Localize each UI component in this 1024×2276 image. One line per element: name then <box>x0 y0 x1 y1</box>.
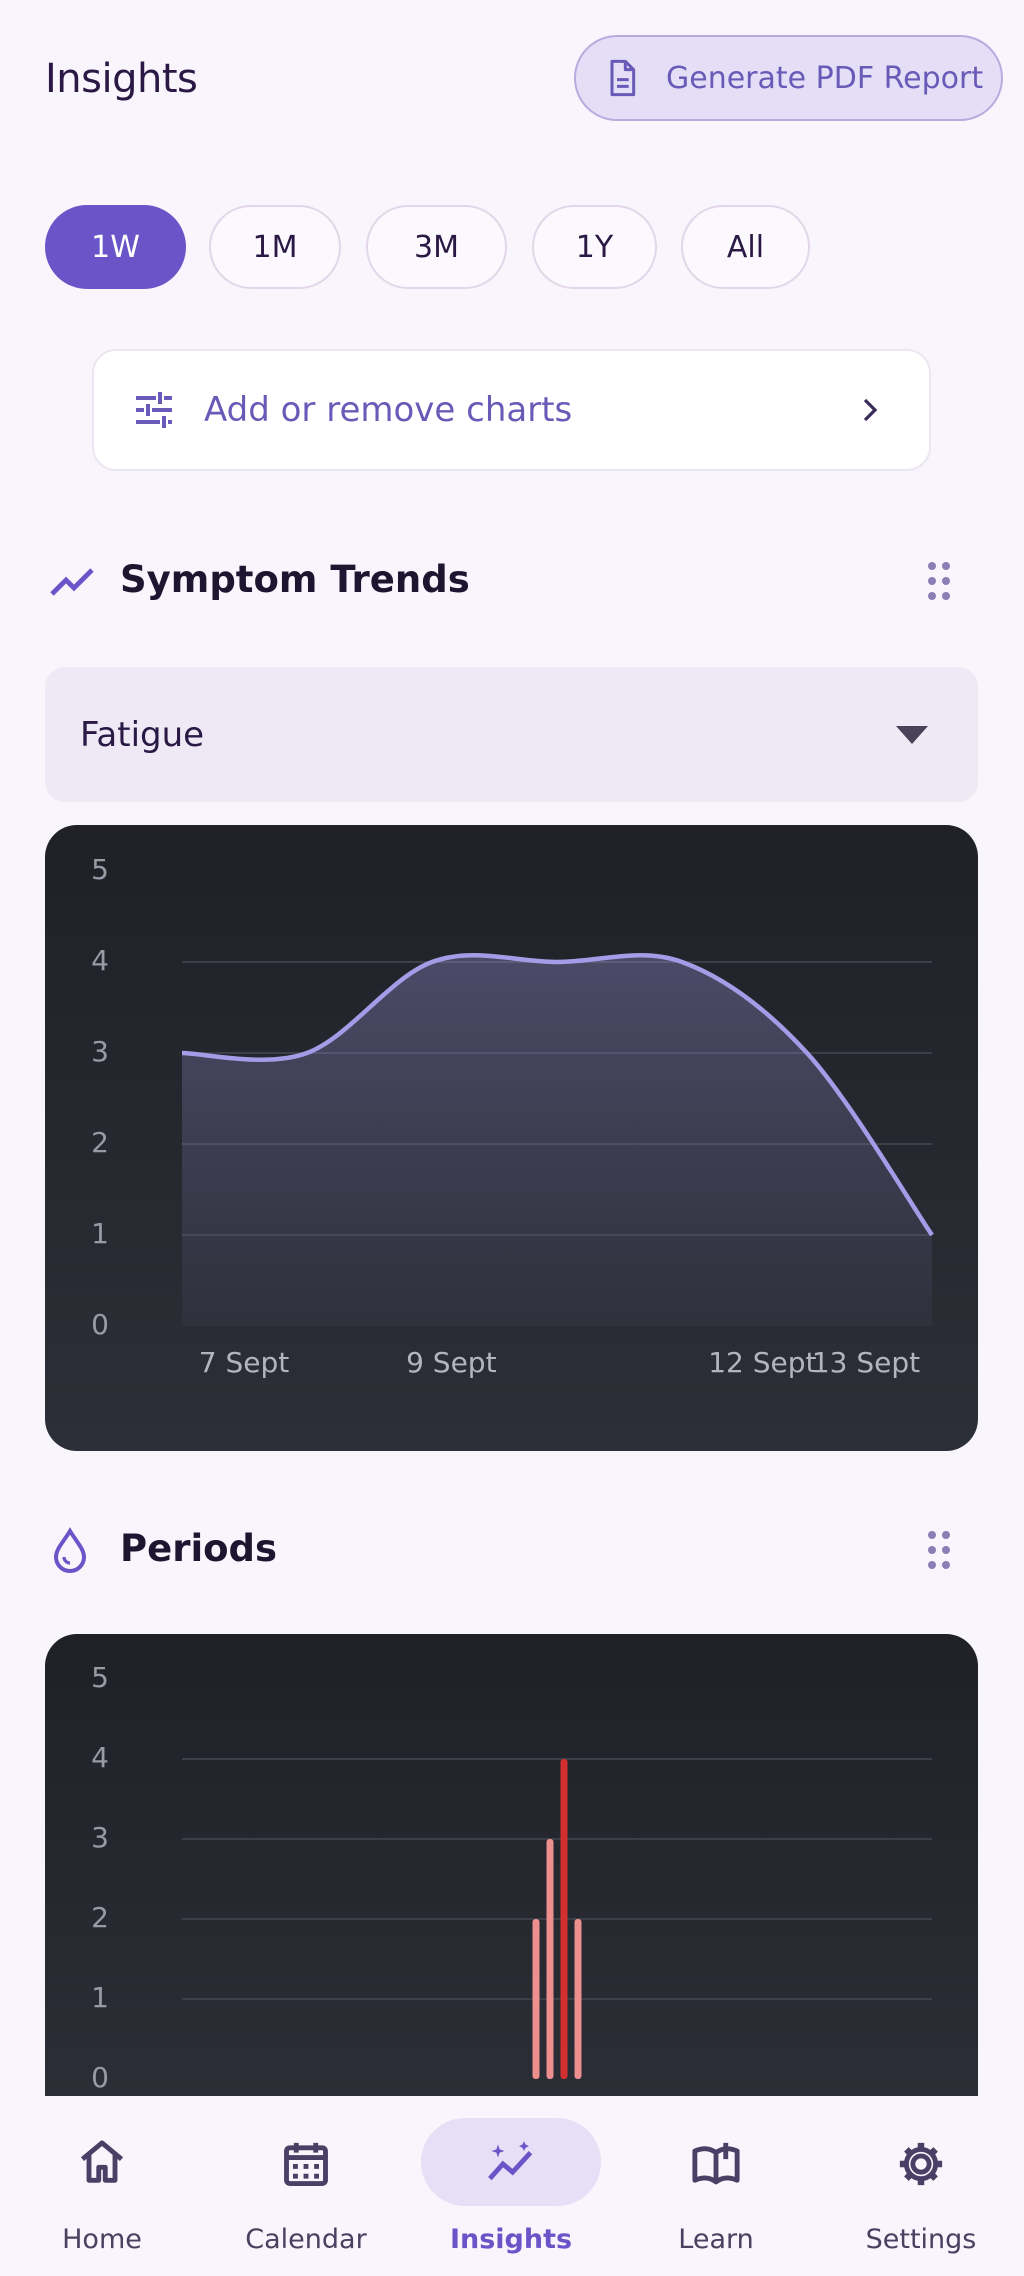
dropdown-value: Fatigue <box>80 714 205 755</box>
chart: 0 1 2 3 4 5 <box>91 1661 932 2094</box>
section-title: Periods <box>120 1527 278 1570</box>
x-tick-label: 12 Sept <box>708 1346 816 1379</box>
y-tick-label: 2 <box>91 1901 109 1934</box>
range-pill[interactable]: All <box>681 205 810 289</box>
chart-card: 0 1 2 3 4 5 7 Sept 9 Sept 12 Sept 13 Sept <box>45 825 978 1451</box>
bar <box>546 1839 554 2079</box>
y-tick-label: 0 <box>91 2061 109 2094</box>
bar <box>574 1919 582 2079</box>
nav-label: Settings <box>865 2224 977 2255</box>
symptom-dropdown[interactable]: Fatigue <box>45 667 978 802</box>
nav-item[interactable]: Learn <box>616 2096 816 2276</box>
nav-item[interactable]: Calendar <box>206 2096 406 2276</box>
bar <box>560 1759 568 2079</box>
drag-handle[interactable] <box>924 560 954 602</box>
nav-label: Insights <box>449 2224 573 2255</box>
nav-label: Learn <box>678 2224 754 2255</box>
y-tick-label: 5 <box>91 1661 109 1694</box>
bottom-nav: Home Calendar Insights Learn Settings <box>0 2096 1024 2276</box>
area <box>182 955 932 1326</box>
bar <box>532 1919 540 2079</box>
y-tick-label: 0 <box>91 1308 109 1341</box>
add-charts-card[interactable]: Add or remove charts <box>92 349 931 471</box>
dropdown-arrow <box>896 725 928 744</box>
y-tick-label: 5 <box>91 853 109 886</box>
range-pill[interactable]: 1M <box>209 205 341 289</box>
range-pill[interactable]: 1W <box>45 205 186 289</box>
x-tick-label: 9 Sept <box>406 1346 496 1379</box>
tune-icon <box>136 392 172 428</box>
y-tick-label: 1 <box>91 1217 109 1250</box>
drop-icon <box>53 1527 87 1573</box>
y-tick-label: 4 <box>91 944 109 977</box>
y-tick-label: 1 <box>91 1981 109 2014</box>
pdf-button[interactable]: Generate PDF Report <box>574 35 1003 121</box>
range-pill[interactable]: 3M <box>366 205 507 289</box>
nav-item[interactable]: Settings <box>821 2096 1021 2276</box>
nav-icon <box>284 2142 328 2186</box>
nav-item[interactable]: Home <box>2 2096 202 2276</box>
nav-icon <box>488 2141 533 2181</box>
line <box>181 953 934 1237</box>
nav-icon <box>899 2142 943 2186</box>
x-tick-label: 13 Sept <box>812 1346 920 1379</box>
range-pill[interactable]: 1Y <box>532 205 657 289</box>
y-tick-label: 2 <box>91 1126 109 1159</box>
y-tick-label: 4 <box>91 1741 109 1774</box>
nav-label: Home <box>62 2224 142 2255</box>
x-tick-label: 7 Sept <box>199 1346 289 1379</box>
section-title: Symptom Trends <box>120 558 470 601</box>
chart-card: 0 1 2 3 4 5 <box>45 1634 978 2134</box>
nav-item[interactable]: Insights <box>411 2096 611 2276</box>
pdf-icon <box>610 59 636 97</box>
y-tick-label: 3 <box>91 1035 109 1068</box>
chevron <box>863 398 878 422</box>
drag-handle[interactable] <box>924 1529 954 1571</box>
add-charts-label: Add or remove charts <box>204 390 573 430</box>
trend-icon <box>50 568 94 596</box>
y-tick-label: 3 <box>91 1821 109 1854</box>
nav-icon <box>80 2140 124 2183</box>
page-title: Insights <box>45 56 198 102</box>
pdf-label: Generate PDF Report <box>666 60 984 96</box>
nav-highlight <box>421 2118 601 2206</box>
nav-label: Calendar <box>245 2224 367 2255</box>
nav-icon <box>692 2142 740 2185</box>
